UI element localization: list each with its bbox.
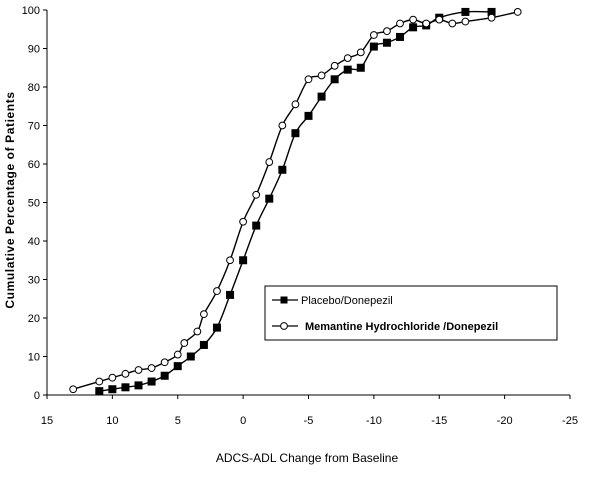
data-point-square <box>108 385 117 394</box>
data-point-square <box>369 42 378 51</box>
y-tick-label: 30 <box>28 275 40 287</box>
data-point-square <box>330 75 339 84</box>
y-tick-label: 20 <box>28 313 40 325</box>
data-point-circle <box>147 364 156 372</box>
data-point-circle <box>513 8 522 16</box>
legend-label-placebo: Placebo/Donepezil <box>301 295 393 307</box>
data-point-circle <box>422 19 431 28</box>
data-point-circle <box>278 121 287 130</box>
data-point-square <box>121 383 130 392</box>
y-tick-label: 40 <box>28 236 40 248</box>
data-point-square <box>173 362 182 371</box>
data-point-square <box>343 65 352 74</box>
y-tick-label: 70 <box>28 121 40 133</box>
y-axis-ticks: 0 10 20 30 40 50 60 70 80 90 100 <box>22 5 47 402</box>
series-layer <box>69 7 522 396</box>
data-point-square <box>278 165 287 174</box>
data-point-circle <box>487 13 496 22</box>
data-point-square <box>212 323 221 332</box>
data-point-square <box>356 63 365 72</box>
data-point-square <box>147 377 156 386</box>
x-tick-label: -5 <box>304 415 314 427</box>
data-point-circle <box>317 71 326 80</box>
x-axis-ticks: 15 10 5 0 -5 -10 -15 -20 -25 <box>41 395 578 427</box>
data-point-circle <box>180 339 189 347</box>
data-point-circle <box>226 256 234 265</box>
legend-square-marker <box>280 296 288 304</box>
data-point-square <box>226 290 235 299</box>
data-point-circle <box>304 75 313 84</box>
y-tick-label: 80 <box>28 82 40 94</box>
x-axis-label: ADCS-ADL Change from Baseline <box>216 451 399 465</box>
data-point-square <box>461 7 470 16</box>
y-tick-label: 60 <box>28 159 40 171</box>
data-point-circle <box>121 369 130 378</box>
x-tick-label: -15 <box>431 415 447 427</box>
x-tick-label: -25 <box>562 415 578 427</box>
data-point-square <box>382 38 391 47</box>
data-point-circle <box>396 19 404 28</box>
data-point-square <box>252 221 261 230</box>
data-point-square <box>239 256 248 265</box>
data-point-circle <box>95 377 104 386</box>
data-point-square <box>95 387 104 396</box>
y-axis-label: Cumulative Percentage of Patients <box>3 91 17 308</box>
data-point-circle <box>369 31 378 39</box>
legend-entry-memantine: Memantine Hydrochloride /Donepezil <box>272 321 498 333</box>
legend-circle-marker <box>280 322 288 330</box>
data-point-circle <box>265 158 274 166</box>
data-point-circle <box>108 373 117 382</box>
y-tick-label: 100 <box>22 5 40 17</box>
x-tick-label: 5 <box>175 415 181 427</box>
x-tick-label: 15 <box>41 415 53 427</box>
data-point-circle <box>213 287 221 295</box>
data-point-square <box>199 340 208 349</box>
data-point-square <box>291 129 300 138</box>
data-point-square <box>186 352 195 361</box>
series-memantine <box>69 8 522 394</box>
data-point-circle <box>160 358 169 367</box>
series-placebo <box>95 7 496 396</box>
data-point-square <box>160 371 169 380</box>
data-point-square <box>134 381 143 390</box>
data-point-circle <box>200 310 208 319</box>
y-tick-label: 50 <box>28 198 40 210</box>
legend: Placebo/Donepezil Memantine Hydrochlorid… <box>264 285 558 341</box>
data-point-circle <box>193 327 202 336</box>
x-tick-label: 0 <box>240 415 246 427</box>
data-point-square <box>304 111 313 120</box>
data-point-circle <box>330 61 339 70</box>
data-point-square <box>265 194 274 203</box>
data-point-circle <box>134 366 143 374</box>
data-point-square <box>487 7 496 16</box>
data-point-circle <box>343 54 352 63</box>
data-point-circle <box>356 48 365 57</box>
data-point-circle <box>173 350 182 359</box>
x-tick-label: -20 <box>497 415 513 427</box>
legend-entry-placebo: Placebo/Donepezil <box>272 295 393 307</box>
data-point-square <box>396 32 405 41</box>
x-tick-label: -10 <box>366 415 382 427</box>
y-tick-label: 0 <box>34 390 40 402</box>
data-point-circle <box>461 17 470 26</box>
data-point-circle <box>409 15 418 24</box>
data-point-circle <box>435 15 444 24</box>
data-point-circle <box>448 19 457 28</box>
data-point-square <box>409 23 418 32</box>
data-point-circle <box>383 27 391 36</box>
data-point-circle <box>239 217 248 226</box>
y-tick-label: 10 <box>28 352 40 364</box>
y-tick-label: 90 <box>28 44 40 56</box>
legend-label-memantine: Memantine Hydrochloride /Donepezil <box>305 321 498 333</box>
data-point-circle <box>252 190 261 199</box>
x-tick-label: 10 <box>106 415 118 427</box>
data-point-square <box>317 92 326 101</box>
legend-box <box>264 285 558 341</box>
data-point-circle <box>291 100 300 109</box>
data-point-circle <box>69 385 78 394</box>
